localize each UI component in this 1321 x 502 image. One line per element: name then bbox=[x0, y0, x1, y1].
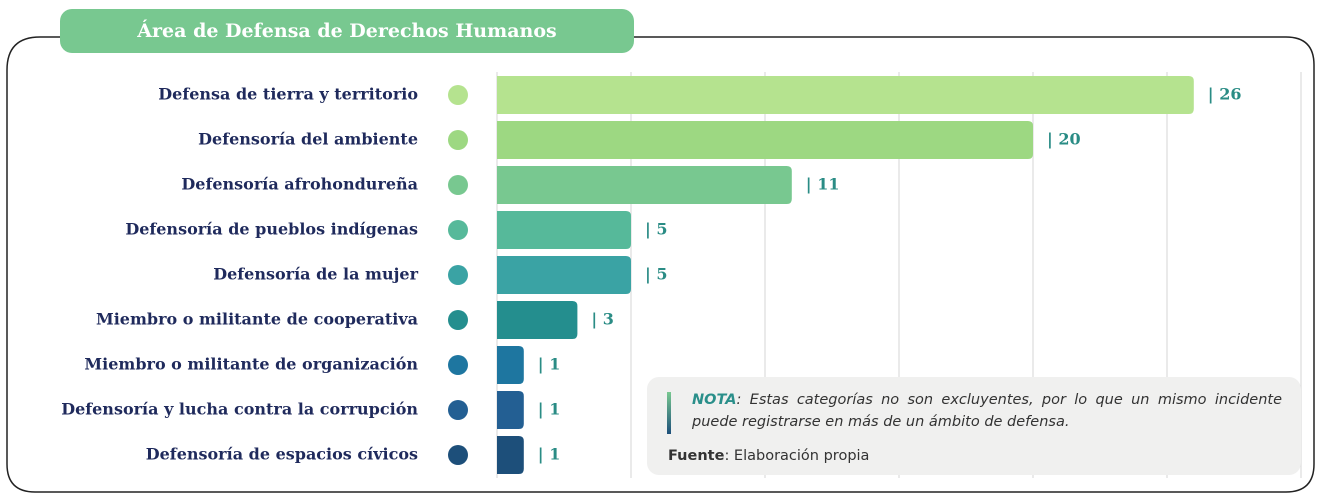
legend-dot bbox=[448, 445, 468, 465]
frame bbox=[6, 36, 1315, 493]
legend-dot bbox=[448, 400, 468, 420]
note-box bbox=[647, 377, 1301, 475]
category-label: Defensoría afrohondureña bbox=[181, 175, 418, 194]
value-label: | 5 bbox=[645, 265, 668, 284]
bar bbox=[497, 391, 524, 429]
category-label: Miembro o militante de cooperativa bbox=[96, 310, 418, 329]
chart-title: Área de Defensa de Derechos Humanos bbox=[136, 19, 556, 42]
category-label: Defensa de tierra y territorio bbox=[158, 85, 418, 104]
category-label: Defensoría y lucha contra la corrupción bbox=[61, 400, 418, 419]
bar bbox=[497, 76, 1194, 114]
value-label: | 11 bbox=[806, 175, 840, 194]
bar bbox=[497, 166, 792, 204]
value-label: | 1 bbox=[538, 400, 561, 419]
category-label: Defensoría de pueblos indígenas bbox=[125, 220, 418, 239]
bar bbox=[497, 346, 524, 384]
category-label: Defensoría de la mujer bbox=[213, 265, 418, 284]
legend-dot bbox=[448, 175, 468, 195]
bar bbox=[497, 301, 578, 339]
value-label: | 26 bbox=[1208, 85, 1242, 104]
bar bbox=[497, 436, 524, 474]
source-text: : Elaboración propia bbox=[724, 448, 870, 464]
legend-dot bbox=[448, 220, 468, 240]
legend-dot bbox=[448, 265, 468, 285]
source-label: Fuente bbox=[668, 448, 725, 464]
value-label: | 1 bbox=[538, 445, 561, 464]
source: Fuente: Elaboración propia bbox=[668, 448, 869, 464]
category-label: Defensoría del ambiente bbox=[198, 130, 418, 149]
value-label: | 5 bbox=[645, 220, 668, 239]
category-label: Defensoría de espacios cívicos bbox=[146, 445, 418, 464]
value-label: | 20 bbox=[1047, 130, 1081, 149]
note: NOTA: Estas categorías no son excluyente… bbox=[692, 389, 1282, 433]
value-label: | 1 bbox=[538, 355, 561, 374]
legend-dot bbox=[448, 355, 468, 375]
legend-dot bbox=[448, 310, 468, 330]
value-label: | 3 bbox=[591, 310, 614, 329]
bar bbox=[497, 211, 631, 249]
note-text: : Estas categorías no son excluyentes, p… bbox=[692, 392, 1282, 430]
bar bbox=[497, 256, 631, 294]
bar bbox=[497, 121, 1033, 159]
title-tab bbox=[60, 9, 634, 53]
note-accent bbox=[667, 392, 671, 434]
legend-dot bbox=[448, 85, 468, 105]
category-label: Miembro o militante de organización bbox=[84, 355, 418, 374]
note-label: NOTA bbox=[692, 392, 737, 408]
legend-dot bbox=[448, 130, 468, 150]
